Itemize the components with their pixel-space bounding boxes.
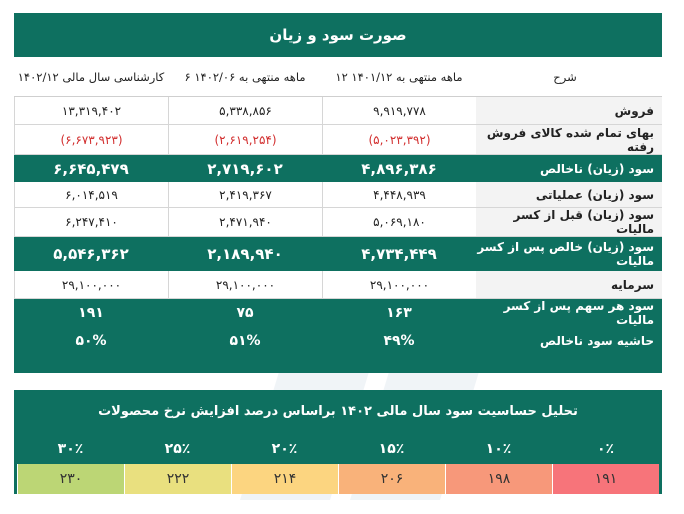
row-value: ۴,۸۹۶,۳۸۶ <box>361 159 437 178</box>
page-title: صورت سود و زیان <box>269 26 407 44</box>
row-label: سود (زیان) ناخالص <box>539 161 654 176</box>
row-value: ۴,۷۳۴,۴۴۹ <box>361 245 437 263</box>
row-label: سود (زیان) عملیاتی <box>476 182 662 207</box>
row-value: ۵,۰۶۹,۱۸۰ <box>322 208 476 236</box>
table-row-highlight: سود (زیان) ناخالص ۴,۸۹۶,۳۸۶ ۲,۷۱۹,۶۰۲ ۶,… <box>14 155 662 182</box>
sensitivity-value: ۲۳۰ <box>17 464 124 494</box>
sensitivity-value: ۲۱۴ <box>231 464 338 494</box>
header-col1: ۱۲ ماهه منتهی به ۱۴۰۱/۱۲ <box>335 69 463 84</box>
sensitivity-value: ۲۰۶ <box>338 464 445 494</box>
row-value: ۲,۱۸۹,۹۴۰ <box>207 245 283 263</box>
percent-label: ۱۰٪ <box>485 441 512 457</box>
sensitivity-value: ۱۹۱ <box>552 464 659 494</box>
row-value: ۱۳,۳۱۹,۴۰۲ <box>14 97 168 124</box>
row-label: فروش <box>476 97 662 124</box>
sensitivity-value-row: ۱۹۱ ۱۹۸ ۲۰۶ ۲۱۴ ۲۲۲ ۲۳۰ <box>14 464 662 494</box>
sensitivity-table: تحلیل حساسیت سود سال مالی ۱۴۰۲ براساس در… <box>14 390 662 494</box>
sensitivity-title: تحلیل حساسیت سود سال مالی ۱۴۰۲ براساس در… <box>98 404 578 419</box>
table-row: سود (زیان) قبل از کسر مالیات ۵,۰۶۹,۱۸۰ ۲… <box>14 208 662 237</box>
row-label: سود (زیان) قبل از کسر مالیات <box>476 208 662 236</box>
row-value-negative: (۲,۶۱۹,۲۵۴) <box>168 125 322 154</box>
row-label: حاشیه سود ناخالص <box>539 334 654 348</box>
header-description: شرح <box>553 69 577 84</box>
row-value: ۵,۳۳۸,۸۵۶ <box>168 97 322 124</box>
sensitivity-value: ۱۹۸ <box>445 464 552 494</box>
row-value: ۲۹,۱۰۰,۰۰۰ <box>322 271 476 298</box>
row-value: ۲۹,۱۰۰,۰۰۰ <box>14 271 168 298</box>
row-value-negative: (۵,۰۲۳,۳۹۲) <box>322 125 476 154</box>
row-value: ۶,۶۴۵,۴۷۹ <box>53 159 129 178</box>
row-value: ۴۹% <box>383 333 415 349</box>
header-col3: کارشناسی سال مالی ۱۴۰۲/۱۲ <box>17 69 165 84</box>
row-value-negative: (۶,۶۷۳,۹۲۳) <box>14 125 168 154</box>
percent-label: ۳۰٪ <box>57 441 84 457</box>
table-header: شرح ۱۲ ماهه منتهی به ۱۴۰۱/۱۲ ۶ ماهه منته… <box>14 57 662 97</box>
row-value: ۹,۹۱۹,۷۷۸ <box>322 97 476 124</box>
percent-label: ۰٪ <box>596 441 615 457</box>
row-value: ۲,۴۷۱,۹۴۰ <box>168 208 322 236</box>
row-value: ۲۹,۱۰۰,۰۰۰ <box>168 271 322 298</box>
row-value: ۲,۷۱۹,۶۰۲ <box>207 159 283 178</box>
row-value: ۲,۴۱۹,۳۶۷ <box>168 182 322 207</box>
row-value: ۱۹۱ <box>78 305 104 321</box>
row-value: ۵۰% <box>75 333 107 349</box>
row-value: ۶,۲۴۷,۴۱۰ <box>14 208 168 236</box>
row-value: ۱۶۳ <box>386 305 412 321</box>
table-row: فروش ۹,۹۱۹,۷۷۸ ۵,۳۳۸,۸۵۶ ۱۳,۳۱۹,۴۰۲ <box>14 97 662 125</box>
row-label: سود (زیان) خالص پس از کسر مالیات <box>477 240 654 268</box>
row-label: سود هر سهم پس از کسر مالیات <box>503 299 654 327</box>
table-row: سود (زیان) عملیاتی ۴,۴۴۸,۹۳۹ ۲,۴۱۹,۳۶۷ ۶… <box>14 182 662 208</box>
table-row: سود هر سهم پس از کسر مالیات ۱۶۳ ۷۵ ۱۹۱ <box>14 299 662 327</box>
table-row-highlight: سود (زیان) خالص پس از کسر مالیات ۴,۷۳۴,۴… <box>14 237 662 271</box>
profit-loss-table: صورت سود و زیان شرح ۱۲ ماهه منتهی به ۱۴۰… <box>14 13 662 373</box>
sensitivity-percent-row: ۰٪ ۱۰٪ ۱۵٪ ۲۰٪ ۲۵٪ ۳۰٪ <box>14 434 662 464</box>
header-col2: ۶ ماهه منتهی به ۱۴۰۲/۰۶ <box>184 69 306 84</box>
row-value: ۷۵ <box>236 305 254 321</box>
percent-label: ۲۵٪ <box>164 441 191 457</box>
percent-label: ۲۰٪ <box>271 441 298 457</box>
row-label: سرمایه <box>476 271 662 298</box>
row-value: ۵۱% <box>229 333 261 349</box>
row-label: بهای تمام شده کالای فروش رفته <box>476 125 662 154</box>
sensitivity-value: ۲۲۲ <box>124 464 231 494</box>
table-row: سرمایه ۲۹,۱۰۰,۰۰۰ ۲۹,۱۰۰,۰۰۰ ۲۹,۱۰۰,۰۰۰ <box>14 271 662 299</box>
row-value: ۶,۰۱۴,۵۱۹ <box>14 182 168 207</box>
percent-label: ۱۵٪ <box>378 441 405 457</box>
table-row: حاشیه سود ناخالص ۴۹% ۵۱% ۵۰% <box>14 327 662 355</box>
row-value: ۵,۵۴۶,۳۶۲ <box>53 245 129 263</box>
row-value: ۴,۴۴۸,۹۳۹ <box>322 182 476 207</box>
table-row: بهای تمام شده کالای فروش رفته (۵,۰۲۳,۳۹۲… <box>14 125 662 155</box>
